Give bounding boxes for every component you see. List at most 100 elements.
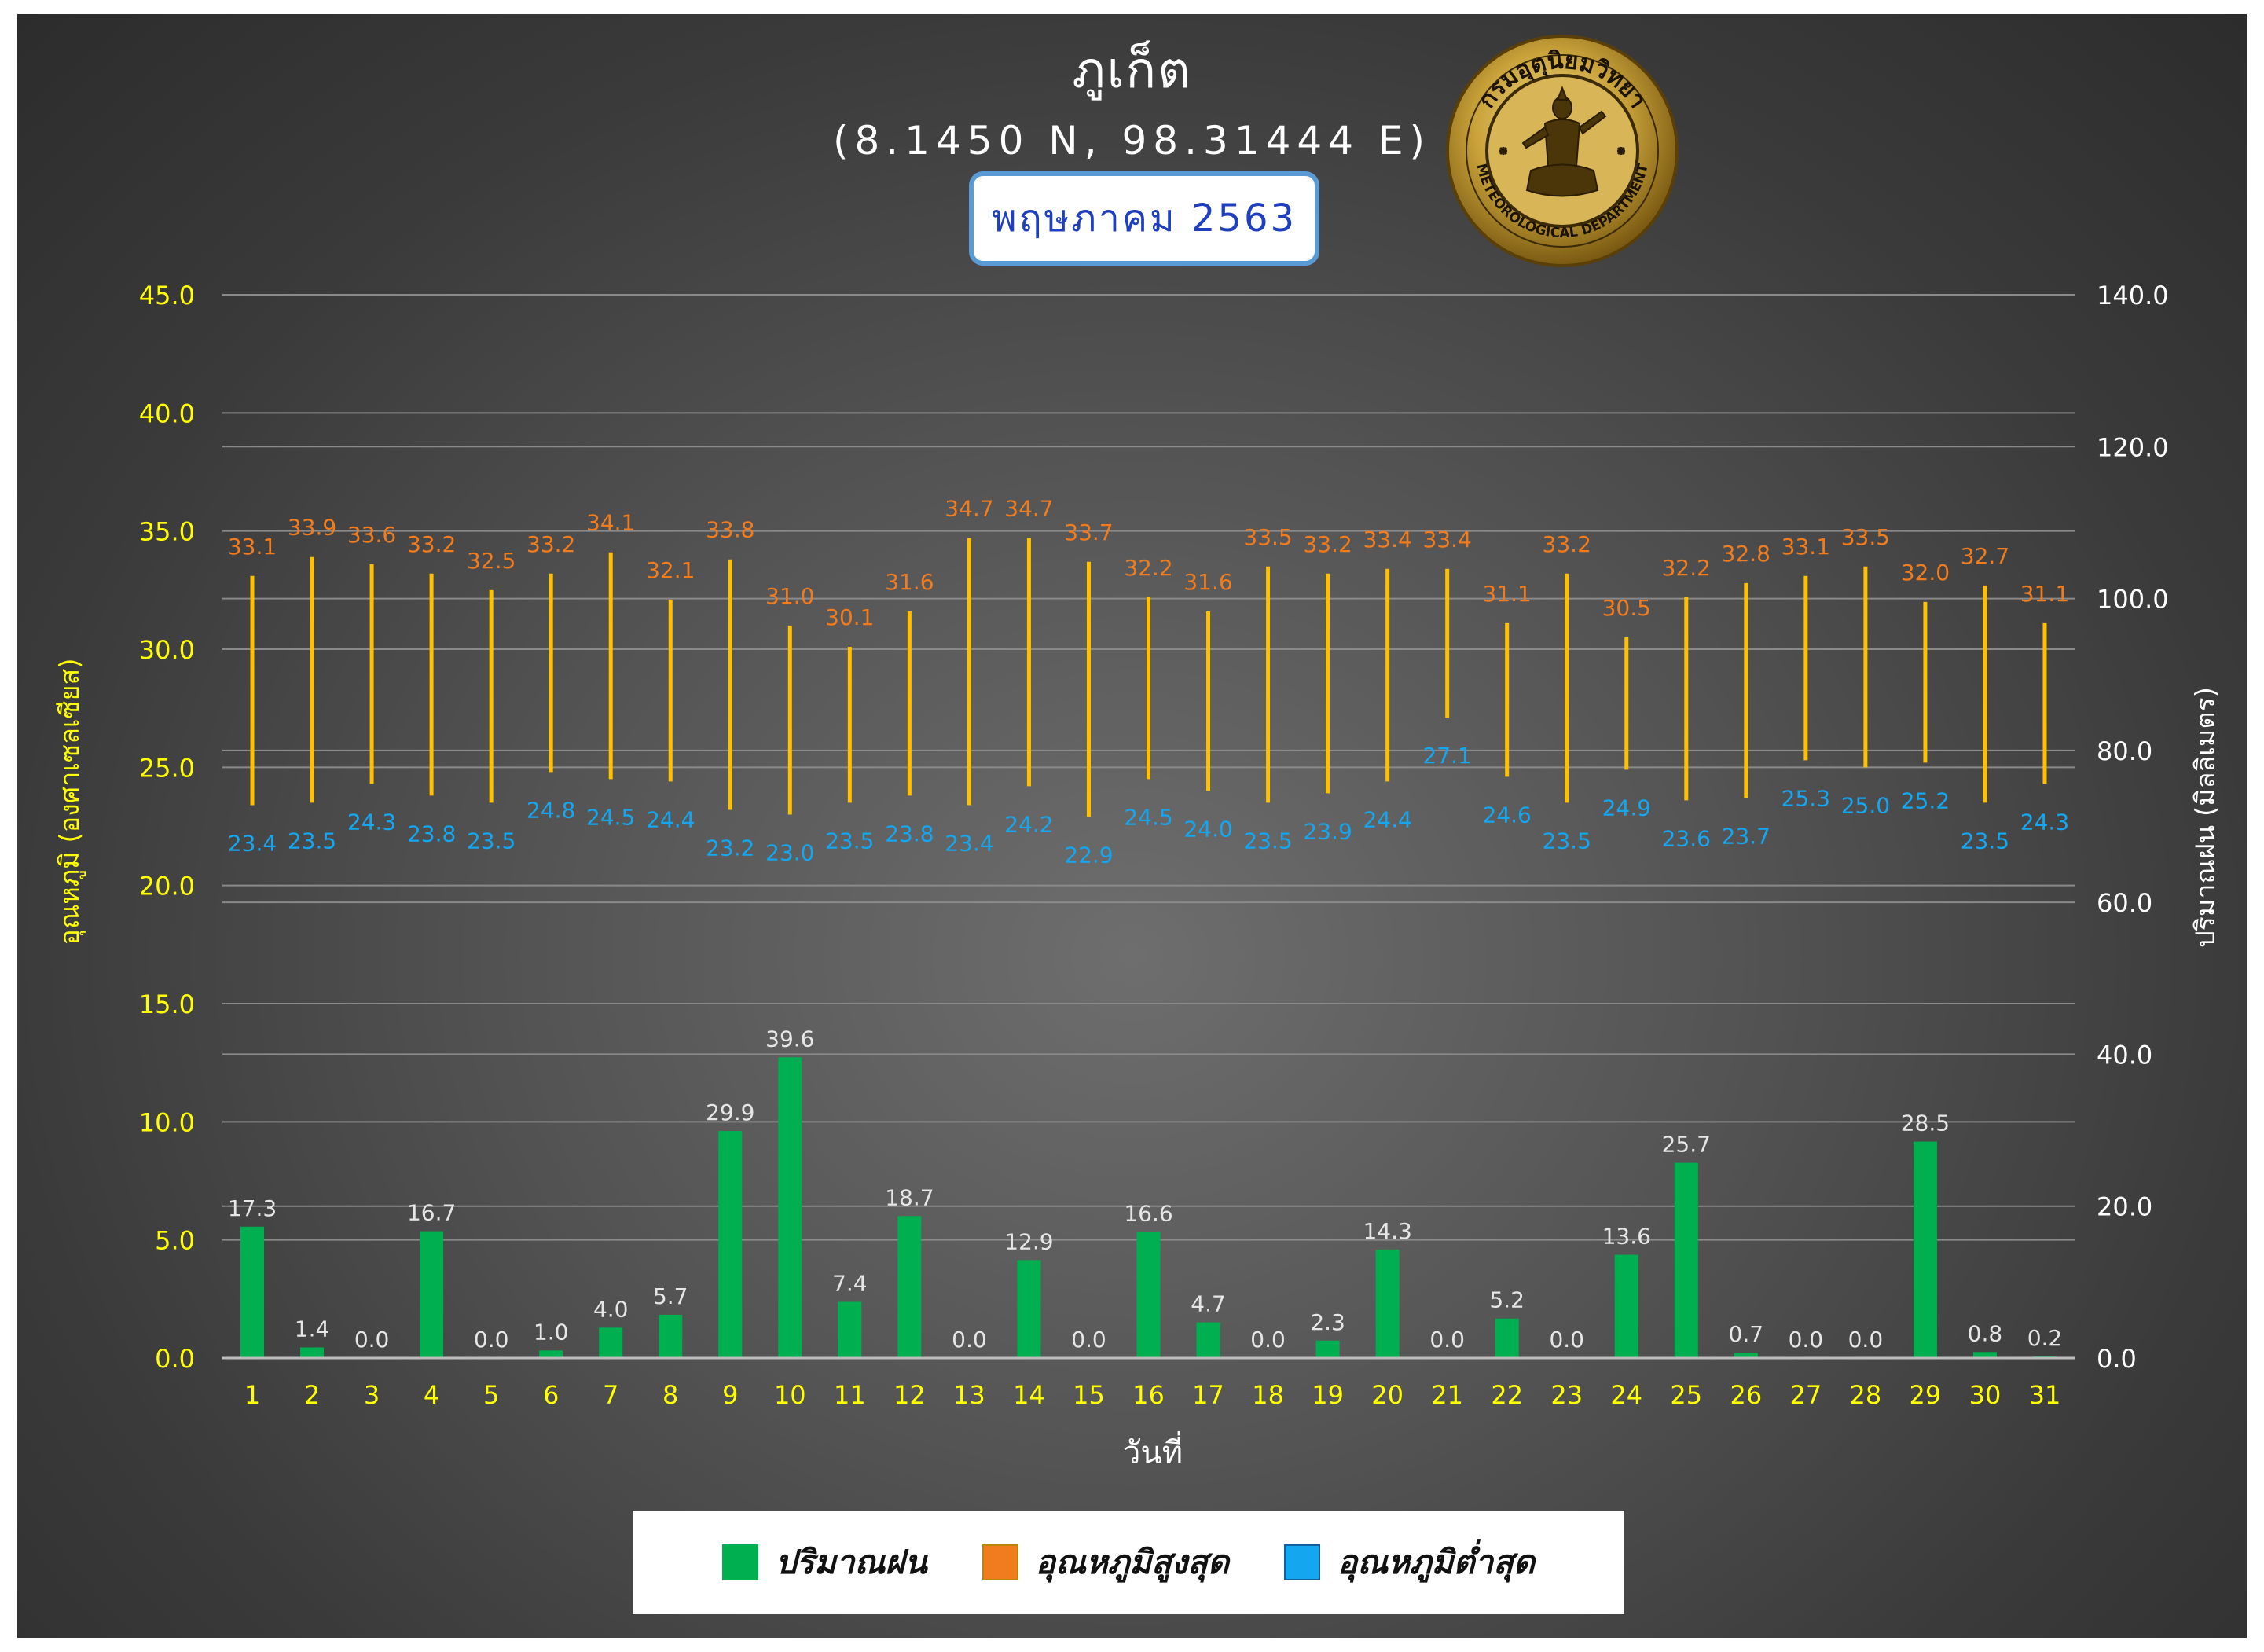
rain-value-label: 16.7 <box>407 1200 456 1226</box>
axes: 0.05.010.015.020.025.030.035.040.045.00.… <box>139 281 2169 1410</box>
min-temp-label: 23.4 <box>228 830 277 856</box>
day-label: 25 <box>1670 1380 1702 1410</box>
max-temp-label: 31.6 <box>1183 569 1232 595</box>
rain-value-label: 4.7 <box>1191 1291 1226 1317</box>
max-temp-label: 31.6 <box>885 569 934 595</box>
left-tick-label: 45.0 <box>139 281 195 310</box>
min-temp-label: 23.5 <box>467 828 516 854</box>
max-temp-label: 32.5 <box>467 548 516 574</box>
legend-swatch-min-temp <box>1284 1544 1321 1580</box>
min-temp-label: 22.9 <box>1064 842 1113 868</box>
rain-bar <box>1913 1141 1937 1358</box>
day-label: 27 <box>1789 1380 1822 1410</box>
left-tick-label: 25.0 <box>139 753 195 783</box>
max-temp-label: 33.7 <box>1064 519 1113 545</box>
rain-bar <box>1315 1340 1340 1358</box>
max-temp-label: 31.1 <box>2020 581 2069 607</box>
rain-value-label: 28.5 <box>1901 1111 1950 1136</box>
left-tick-label: 0.0 <box>155 1344 195 1374</box>
rain-bar <box>1495 1318 1519 1358</box>
min-temp-label: 25.3 <box>1781 785 1830 811</box>
rain-bar <box>1972 1352 1997 1358</box>
left-tick-label: 40.0 <box>139 398 195 428</box>
day-label: 26 <box>1730 1380 1762 1410</box>
rain-value-label: 0.0 <box>952 1327 987 1353</box>
month-badge: พฤษภาคม 2563 <box>969 171 1319 266</box>
rain-value-label: 0.8 <box>1968 1320 2003 1346</box>
left-tick-label: 35.0 <box>139 517 195 547</box>
min-temp-label: 24.5 <box>586 804 635 830</box>
day-label: 11 <box>834 1380 866 1410</box>
max-temp-label: 33.2 <box>1543 531 1591 557</box>
left-tick-label: 5.0 <box>155 1226 195 1256</box>
min-temp-label: 24.6 <box>1483 802 1532 828</box>
right-tick-label: 80.0 <box>2097 736 2152 766</box>
day-label: 18 <box>1252 1380 1284 1410</box>
legend-item-min-temp: อุณหภูมิต่ำสุด <box>1284 1536 1535 1588</box>
chart-legend: ปริมาณฝน อุณหภูมิสูงสุด อุณหภูมิต่ำสุด <box>633 1511 1624 1614</box>
max-temp-label: 32.0 <box>1901 560 1950 586</box>
rain-value-label: 17.3 <box>228 1195 277 1221</box>
max-temp-label: 32.7 <box>1961 543 2009 569</box>
left-tick-label: 15.0 <box>139 989 195 1019</box>
left-tick-label: 30.0 <box>139 635 195 665</box>
max-temp-label: 33.9 <box>288 515 336 541</box>
day-label: 9 <box>722 1380 738 1410</box>
chart-panel <box>17 14 2247 1638</box>
min-temp-label: 25.0 <box>1841 792 1890 818</box>
max-temp-label: 31.1 <box>1483 581 1532 607</box>
rain-value-label: 25.7 <box>1662 1132 1711 1158</box>
station-title: ภูเก็ต <box>1072 42 1192 100</box>
rain-bar <box>897 1216 922 1358</box>
rain-bar <box>718 1131 743 1358</box>
rain-bar <box>300 1347 325 1358</box>
max-temp-label: 33.2 <box>1303 531 1352 557</box>
max-temp-label: 33.6 <box>347 522 396 548</box>
min-temp-label: 23.7 <box>1722 823 1770 849</box>
min-temp-label: 23.8 <box>407 820 456 846</box>
min-temp-label: 23.0 <box>765 839 814 865</box>
max-temp-label: 32.2 <box>1124 555 1172 581</box>
legend-item-rain: ปริมาณฝน <box>721 1536 927 1588</box>
rain-bar <box>778 1057 802 1358</box>
rain-value-label: 18.7 <box>885 1184 934 1210</box>
right-tick-label: 60.0 <box>2097 888 2152 918</box>
min-temp-label: 23.2 <box>706 835 754 861</box>
rain-value-label: 0.7 <box>1729 1321 1764 1347</box>
min-temp-label: 23.5 <box>1543 828 1591 854</box>
day-label: 10 <box>774 1380 806 1410</box>
rain-value-label: 5.7 <box>653 1283 688 1309</box>
rain-value-label: 13.6 <box>1602 1224 1651 1250</box>
day-label: 30 <box>1969 1380 2002 1410</box>
min-temp-label: 23.4 <box>945 830 993 856</box>
rain-value-label: 14.3 <box>1363 1218 1411 1244</box>
day-label: 15 <box>1073 1380 1105 1410</box>
max-temp-label: 33.5 <box>1841 524 1890 550</box>
max-temp-label: 31.0 <box>765 583 814 609</box>
rain-bar <box>1674 1162 1698 1358</box>
rain-bar <box>240 1226 265 1358</box>
rain-bar <box>1196 1322 1220 1358</box>
rain-bar <box>599 1327 623 1358</box>
min-temp-label: 24.0 <box>1183 816 1232 842</box>
right-tick-label: 140.0 <box>2097 281 2169 310</box>
day-label: 22 <box>1491 1380 1523 1410</box>
station-coordinates: (8.1450 N, 98.31444 E) <box>832 118 1432 163</box>
legend-label-max-temp: อุณหภูมิสูงสุด <box>1035 1543 1230 1581</box>
day-label: 7 <box>603 1380 618 1410</box>
legend-swatch-rain <box>721 1544 758 1580</box>
min-temp-label: 23.5 <box>1961 828 2009 854</box>
rain-value-label: 0.0 <box>1071 1327 1106 1353</box>
rain-value-label: 12.9 <box>1004 1228 1053 1254</box>
max-temp-label: 30.5 <box>1602 595 1651 621</box>
max-temp-label: 34.1 <box>586 510 635 536</box>
legend-label-rain: ปริมาณฝน <box>775 1543 927 1581</box>
min-temp-label: 23.9 <box>1303 818 1352 844</box>
min-temp-label: 23.5 <box>288 828 336 854</box>
day-label: 24 <box>1610 1380 1642 1410</box>
min-temp-label: 24.5 <box>1124 804 1172 830</box>
min-temp-label: 24.3 <box>2020 809 2069 835</box>
max-temp-label: 33.1 <box>228 534 277 560</box>
min-temp-label: 25.2 <box>1901 787 1950 813</box>
min-temp-label: 24.8 <box>527 797 575 823</box>
